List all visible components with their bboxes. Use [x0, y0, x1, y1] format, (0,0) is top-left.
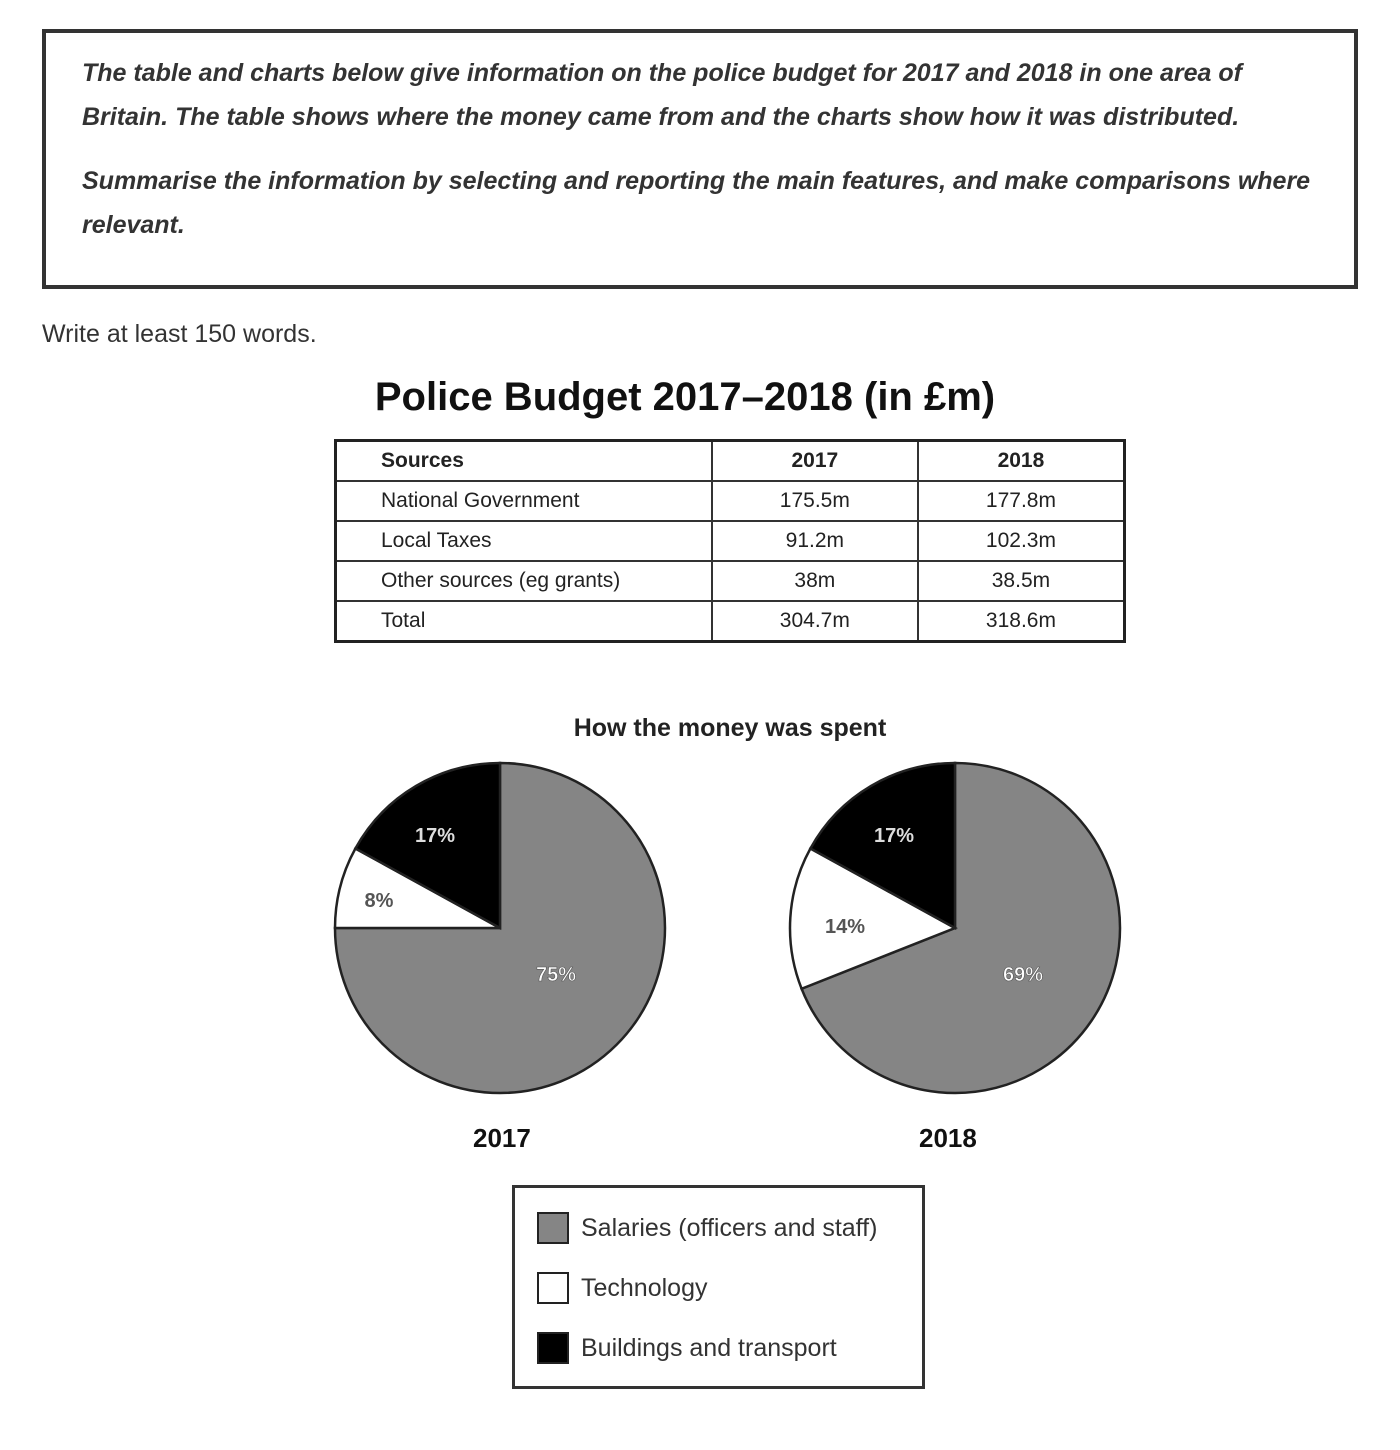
- legend-item: Salaries (officers and staff): [537, 1210, 877, 1246]
- table-header-cell: 2018: [916, 439, 1126, 482]
- legend-swatch-buildings: [537, 1332, 569, 1364]
- table-cell: 177.8m: [916, 480, 1126, 522]
- table-cell: 91.2m: [710, 520, 919, 562]
- figure-title: Police Budget 2017–2018 (in £m): [374, 375, 996, 419]
- word-count-instruction: Write at least 150 words.: [42, 320, 317, 348]
- legend-item: Technology: [537, 1270, 707, 1306]
- task-paragraph-1: The table and charts below give informat…: [82, 59, 1242, 131]
- task-paragraph-2: Summarise the information by selecting a…: [82, 167, 1311, 239]
- pie-caption-2017: 2017: [473, 1123, 531, 1153]
- legend-swatch-technology: [537, 1272, 569, 1304]
- legend-label: Salaries (officers and staff): [581, 1213, 878, 1242]
- pie-slice-buildings: [353, 761, 502, 931]
- pie-slice-salaries: [333, 761, 667, 1095]
- task-box: The table and charts below give informat…: [42, 29, 1358, 289]
- table-cell: 175.5m: [710, 480, 919, 522]
- pie-caption-2018: 2018: [919, 1123, 977, 1153]
- legend-label: Technology: [581, 1273, 708, 1302]
- pie-value-label: 8%: [365, 890, 394, 912]
- pie-chart-2017: 75% 8% 17%: [333, 761, 667, 1095]
- legend: Salaries (officers and staff) Technology…: [512, 1185, 925, 1389]
- table-header-cell: 2017: [710, 439, 919, 482]
- pie-chart-2018: 69% 14% 17%: [788, 761, 1122, 1095]
- pie-charts: 75% 8% 17% 69% 14% 17%: [333, 761, 1122, 1095]
- table-cell: Other sources (eg grants): [334, 560, 713, 602]
- legend-item: Buildings and transport: [537, 1330, 837, 1366]
- pie-value-label: 17%: [415, 825, 455, 847]
- pie-value-label: 14%: [825, 916, 865, 938]
- table-cell: Total: [334, 600, 713, 643]
- table-row: Local Taxes 91.2m 102.3m: [334, 520, 1126, 562]
- table-cell: 318.6m: [916, 600, 1126, 643]
- table-row: Total 304.7m 318.6m: [334, 600, 1126, 643]
- table-cell: 102.3m: [916, 520, 1126, 562]
- legend-label: Buildings and transport: [581, 1333, 837, 1362]
- pie-slice-technology: [788, 846, 958, 991]
- table-row: National Government 175.5m 177.8m: [334, 480, 1126, 522]
- table-header-row: Sources 2017 2018: [334, 439, 1126, 482]
- pie-section-title: How the money was spent: [573, 714, 887, 742]
- table-header-cell: Sources: [334, 439, 713, 482]
- table-cell: 38m: [710, 560, 919, 602]
- legend-swatch-salaries: [537, 1212, 569, 1244]
- pie-value-label: 69%: [1003, 964, 1043, 986]
- pie-slice-salaries: [799, 761, 1122, 1095]
- table-row: Other sources (eg grants) 38m 38.5m: [334, 560, 1126, 602]
- table-cell: 304.7m: [710, 600, 919, 643]
- pie-value-label: 75%: [536, 964, 576, 986]
- table-cell: National Government: [334, 480, 713, 522]
- budget-table: Sources 2017 2018 National Government 17…: [334, 439, 1126, 643]
- table-cell: Local Taxes: [334, 520, 713, 562]
- pie-slice-buildings: [808, 761, 957, 931]
- pie-value-label: 17%: [874, 825, 914, 847]
- table-cell: 38.5m: [916, 560, 1126, 602]
